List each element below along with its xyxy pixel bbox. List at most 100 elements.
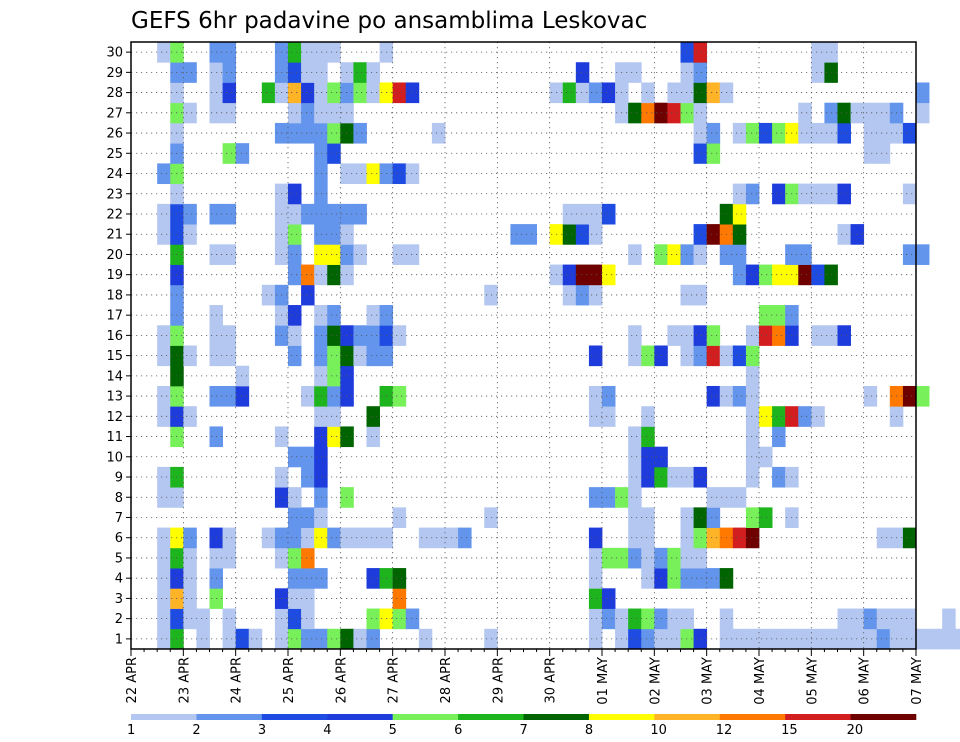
colorbar-segment bbox=[523, 714, 590, 720]
heatmap-cell bbox=[745, 264, 760, 286]
heatmap-cell bbox=[667, 244, 681, 265]
y-tick-label: 18 bbox=[106, 288, 123, 303]
heatmap-cell bbox=[222, 143, 237, 164]
heatmap-cell bbox=[327, 143, 341, 164]
x-tick-label: 04 MAY bbox=[753, 657, 768, 705]
heatmap-cell bbox=[732, 628, 747, 650]
heatmap-cell bbox=[327, 527, 341, 549]
colorbar-segment bbox=[392, 714, 459, 720]
heatmap-cell bbox=[196, 608, 210, 630]
heatmap-cell bbox=[693, 628, 708, 650]
heatmap-cell bbox=[157, 203, 171, 225]
heatmap-cell bbox=[916, 385, 930, 407]
colorbar-segment bbox=[131, 714, 197, 720]
heatmap-cell bbox=[366, 82, 380, 104]
heatmap-cell bbox=[732, 122, 747, 144]
heatmap-cell bbox=[301, 507, 315, 528]
heatmap-cell bbox=[301, 547, 315, 569]
heatmap-cell bbox=[628, 628, 642, 650]
heatmap-cell bbox=[288, 42, 302, 63]
heatmap-cell bbox=[602, 406, 616, 427]
x-tick-label: 24 APR bbox=[230, 657, 245, 703]
heatmap-cell bbox=[301, 42, 315, 63]
heatmap-cell bbox=[863, 143, 878, 164]
y-tick-label: 27 bbox=[106, 106, 123, 121]
heatmap-cell bbox=[301, 446, 315, 468]
heatmap-cell bbox=[759, 325, 773, 346]
y-tick-label: 25 bbox=[106, 147, 123, 162]
heatmap-cell bbox=[523, 224, 537, 245]
heatmap-cell bbox=[876, 628, 891, 650]
heatmap-cell bbox=[811, 264, 825, 286]
heatmap-cell bbox=[916, 244, 930, 265]
x-tick-label: 23 APR bbox=[177, 657, 192, 703]
heatmap-cell bbox=[732, 264, 747, 286]
heatmap-cell bbox=[772, 264, 786, 286]
heatmap-cell bbox=[680, 507, 694, 528]
heatmap-cell bbox=[314, 345, 328, 367]
heatmap-cell bbox=[588, 203, 603, 225]
heatmap-cell bbox=[628, 547, 642, 569]
heatmap-cell bbox=[392, 608, 407, 630]
heatmap-cell bbox=[301, 588, 315, 609]
heatmap-cell bbox=[366, 345, 380, 367]
heatmap-cell bbox=[288, 82, 302, 104]
y-tick-label: 28 bbox=[106, 86, 123, 101]
heatmap-cell bbox=[314, 365, 328, 387]
heatmap-cell bbox=[588, 224, 603, 245]
heatmap-cell bbox=[431, 527, 446, 549]
heatmap-cell bbox=[222, 244, 237, 265]
heatmap-cell bbox=[602, 385, 616, 407]
colorbar-segment bbox=[196, 714, 263, 720]
heatmap-cell bbox=[314, 163, 328, 185]
heatmap-cell bbox=[902, 183, 917, 205]
y-tick-label: 16 bbox=[106, 329, 123, 344]
heatmap-cell bbox=[706, 122, 721, 144]
heatmap-cell bbox=[327, 264, 341, 286]
heatmap-cell bbox=[759, 305, 773, 326]
heatmap-cell bbox=[222, 203, 237, 225]
heatmap-cell bbox=[693, 345, 708, 367]
colorbar-label: 12 bbox=[716, 723, 733, 738]
heatmap-cell bbox=[876, 527, 891, 549]
heatmap-cell bbox=[327, 224, 341, 245]
heatmap-cell bbox=[353, 62, 367, 83]
heatmap-cell bbox=[301, 62, 315, 83]
x-tick-label: 02 MAY bbox=[648, 657, 663, 705]
heatmap-cell bbox=[745, 426, 760, 448]
heatmap-cell bbox=[667, 547, 681, 569]
heatmap-cell bbox=[772, 466, 786, 488]
heatmap-cell bbox=[314, 305, 328, 326]
heatmap-cell bbox=[431, 122, 446, 144]
heatmap-cell bbox=[314, 527, 328, 549]
heatmap-cell bbox=[798, 183, 812, 205]
y-tick-label: 17 bbox=[106, 309, 123, 324]
heatmap-cell bbox=[366, 163, 380, 185]
heatmap-cell bbox=[628, 244, 642, 265]
heatmap-cell bbox=[628, 426, 642, 448]
heatmap-cell bbox=[902, 608, 917, 630]
heatmap-cell bbox=[405, 82, 420, 104]
y-tick-label: 26 bbox=[106, 127, 123, 142]
heatmap-cell bbox=[850, 224, 865, 245]
heatmap-cell bbox=[680, 244, 694, 265]
heatmap-cell bbox=[261, 284, 276, 306]
heatmap-cell bbox=[288, 224, 302, 245]
heatmap-cell bbox=[288, 244, 302, 265]
colorbar-label: 5 bbox=[389, 723, 397, 738]
heatmap-cell bbox=[575, 82, 590, 104]
heatmap-cell bbox=[837, 224, 851, 245]
colorbar-label: 3 bbox=[258, 723, 266, 738]
heatmap-cell bbox=[222, 62, 237, 83]
heatmap-cell bbox=[680, 42, 694, 63]
heatmap-cell bbox=[314, 568, 328, 589]
colorbar-label: 7 bbox=[520, 723, 528, 738]
heatmap-cell bbox=[772, 122, 786, 144]
heatmap-cell bbox=[732, 487, 747, 508]
heatmap-cell bbox=[392, 82, 407, 104]
heatmap-cell bbox=[157, 385, 171, 407]
heatmap-cell bbox=[602, 608, 616, 630]
heatmap-cell bbox=[798, 264, 812, 286]
heatmap-cell bbox=[772, 183, 786, 205]
